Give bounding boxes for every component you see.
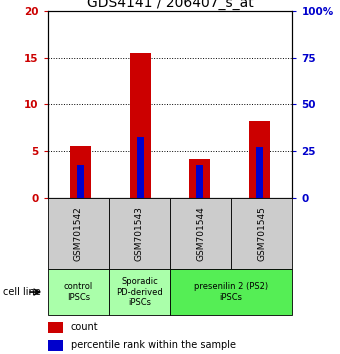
Text: cell line: cell line bbox=[3, 287, 41, 297]
Bar bbox=[137, 137, 144, 198]
Bar bbox=[231, 198, 292, 269]
Text: control
IPSCs: control IPSCs bbox=[64, 282, 93, 302]
Text: GSM701544: GSM701544 bbox=[196, 206, 205, 261]
Bar bbox=[109, 269, 170, 315]
Bar bbox=[48, 198, 109, 269]
Text: GSM701545: GSM701545 bbox=[257, 206, 266, 261]
Text: GSM701542: GSM701542 bbox=[74, 206, 83, 261]
Title: GDS4141 / 206407_s_at: GDS4141 / 206407_s_at bbox=[87, 0, 253, 10]
Bar bbox=[256, 147, 263, 198]
Bar bbox=[130, 53, 151, 198]
Bar bbox=[77, 165, 84, 198]
Bar bbox=[109, 198, 170, 269]
Bar bbox=[48, 269, 109, 315]
Bar bbox=[70, 146, 91, 198]
Bar bbox=[48, 340, 64, 351]
Bar bbox=[170, 198, 231, 269]
Text: GSM701543: GSM701543 bbox=[135, 206, 144, 261]
Bar bbox=[48, 322, 64, 333]
Bar bbox=[170, 269, 292, 315]
Bar bbox=[196, 165, 203, 198]
Bar bbox=[249, 121, 270, 198]
Text: count: count bbox=[71, 322, 98, 332]
Text: presenilin 2 (PS2)
iPSCs: presenilin 2 (PS2) iPSCs bbox=[194, 282, 268, 302]
Text: percentile rank within the sample: percentile rank within the sample bbox=[71, 341, 236, 350]
Bar bbox=[189, 159, 210, 198]
Text: Sporadic
PD-derived
iPSCs: Sporadic PD-derived iPSCs bbox=[116, 277, 163, 307]
